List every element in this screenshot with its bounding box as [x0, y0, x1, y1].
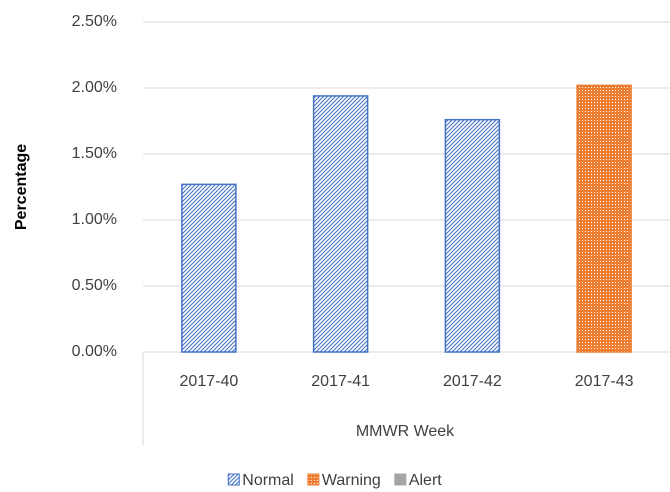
y-tick-label: 1.50%: [72, 145, 117, 162]
x-axis-label: MMWR Week: [356, 423, 455, 440]
legend-item: Alert: [394, 472, 442, 489]
y-axis-label: Percentage: [13, 144, 30, 230]
bar: [444, 118, 501, 353]
legend-label: Alert: [409, 472, 442, 489]
y-tick-label: 0.00%: [72, 343, 117, 360]
legend-label: Warning: [322, 472, 381, 489]
x-tick-label: 2017-40: [180, 373, 239, 390]
x-tick-label: 2017-43: [575, 373, 634, 390]
legend-swatch: [394, 473, 407, 486]
y-tick-label: 0.50%: [72, 277, 117, 294]
legend-label: Normal: [242, 472, 294, 489]
legend-swatch: [227, 473, 240, 486]
x-tick-label: 2017-41: [311, 373, 370, 390]
y-tick-label: 1.00%: [72, 211, 117, 228]
y-tick-label: 2.00%: [72, 79, 117, 96]
legend-item: Warning: [307, 472, 381, 489]
bar: [181, 183, 237, 353]
x-tick-label: 2017-42: [443, 373, 502, 390]
bar: [576, 84, 632, 353]
legend-swatch: [307, 473, 320, 486]
legend-item: Normal: [227, 472, 294, 489]
bar: [312, 95, 369, 353]
y-tick-label: 2.50%: [72, 13, 117, 30]
